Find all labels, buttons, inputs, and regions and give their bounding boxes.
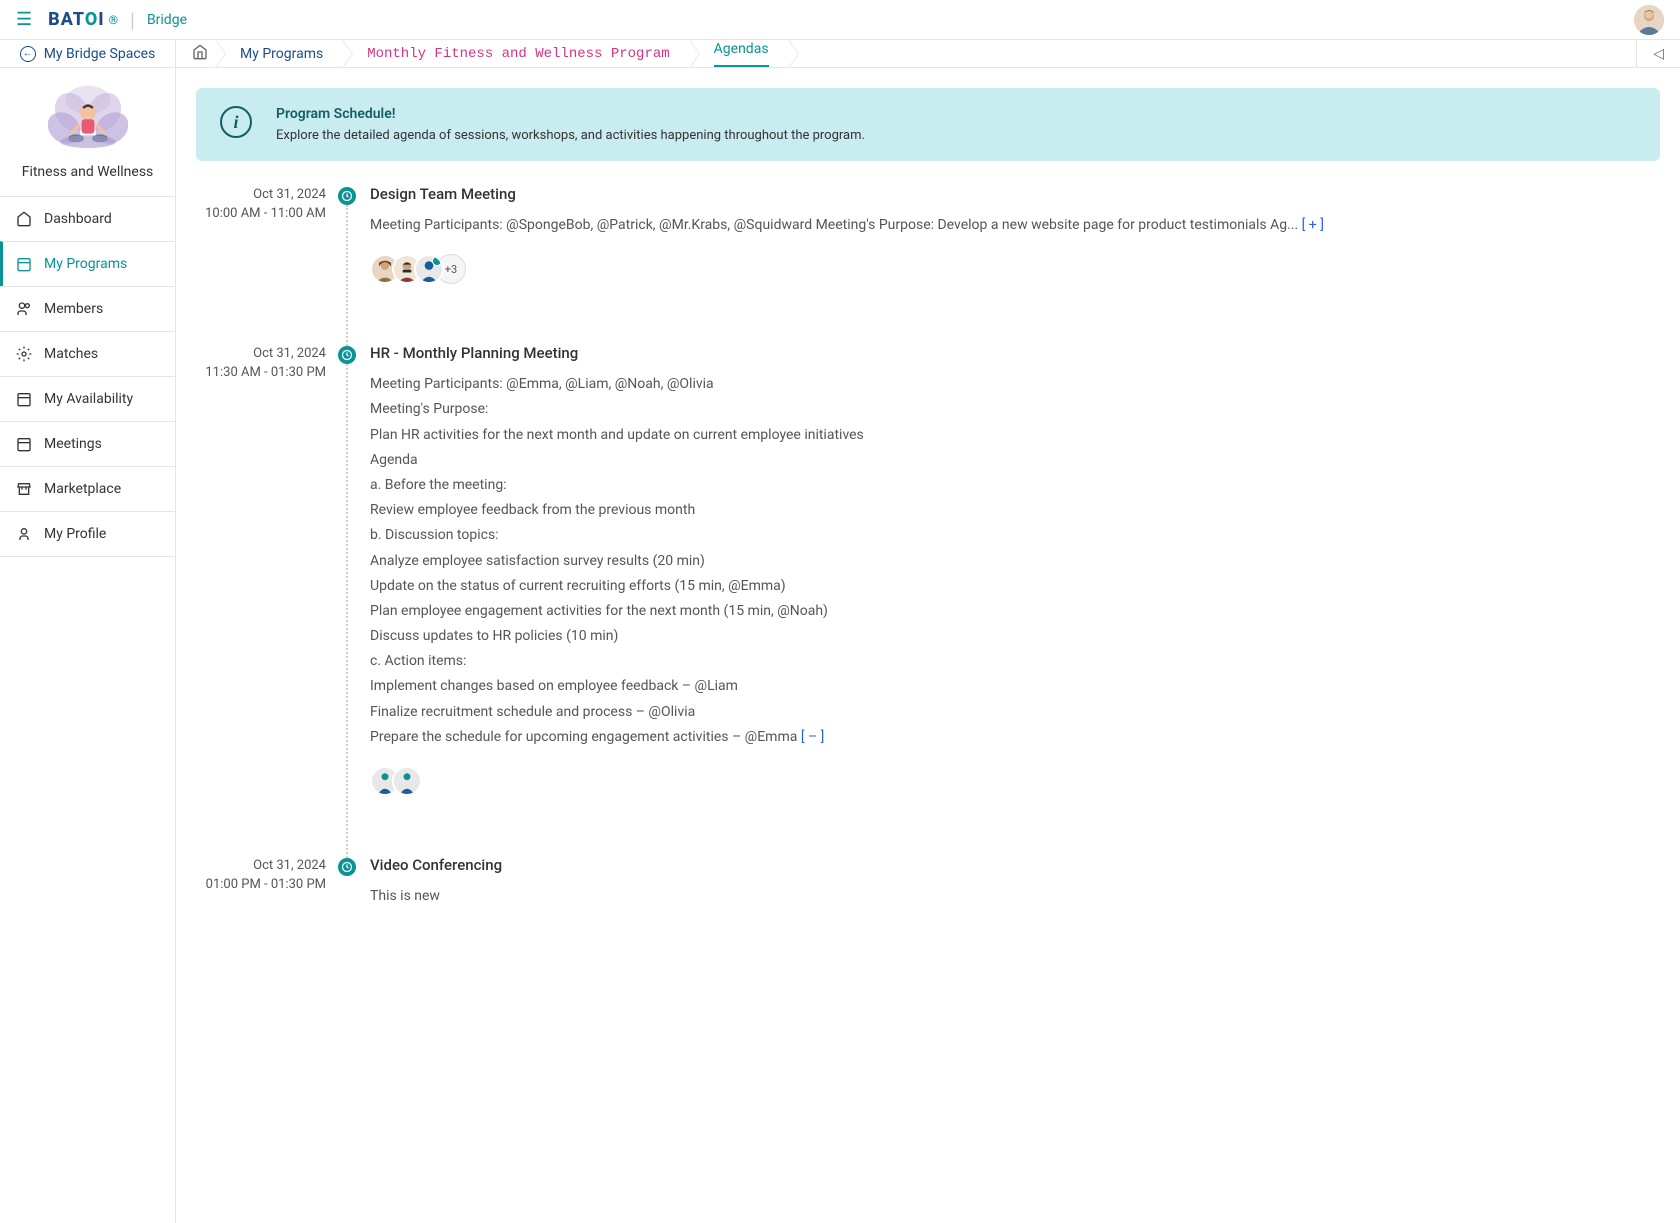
breadcrumb-program[interactable]: Monthly Fitness and Wellness Program <box>343 40 689 68</box>
nav-label: My Programs <box>44 256 127 272</box>
breadcrumb-tail <box>789 40 833 68</box>
calendar-icon <box>16 436 32 452</box>
breadcrumb-my-programs[interactable]: My Programs <box>216 40 343 68</box>
nav-my-profile[interactable]: My Profile <box>0 511 175 557</box>
calendar-icon <box>16 391 32 407</box>
nav-my-availability[interactable]: My Availability <box>0 376 175 421</box>
sidebar-header: Fitness and Wellness <box>0 68 175 196</box>
my-bridge-spaces-label: My Bridge Spaces <box>44 46 156 62</box>
breadcrumb-agendas[interactable]: Agendas <box>690 40 789 68</box>
agenda-description: Meeting Participants: @SpongeBob, @Patri… <box>370 213 1660 238</box>
gear-icon <box>16 346 32 362</box>
agenda-title: Design Team Meeting <box>370 185 1660 203</box>
nav-label: Matches <box>44 346 98 362</box>
nav-label: My Availability <box>44 391 133 407</box>
clock-marker-icon <box>338 858 356 876</box>
home-icon[interactable] <box>192 44 208 64</box>
expand-link[interactable]: [ + ] <box>1302 217 1324 233</box>
breadcrumb-bar: ← My Bridge Spaces My Programs Monthly F… <box>0 40 1680 68</box>
nav-label: Meetings <box>44 436 102 452</box>
collapse-link[interactable]: [ – ] <box>801 729 825 745</box>
nav-meetings[interactable]: Meetings <box>0 421 175 466</box>
space-name: Fitness and Wellness <box>16 164 159 180</box>
nav-label: Dashboard <box>44 211 112 227</box>
clock-marker-icon <box>338 187 356 205</box>
store-icon <box>16 481 32 497</box>
info-banner: i Program Schedule! Explore the detailed… <box>196 88 1660 161</box>
agenda-time: Oct 31, 2024 01:00 PM - 01:30 PM <box>196 856 326 892</box>
back-arrow-icon: ← <box>20 46 36 62</box>
agenda-date: Oct 31, 2024 <box>196 858 326 873</box>
nav-list: Dashboard My Programs Members Matches My… <box>0 196 175 557</box>
nav-label: Marketplace <box>44 481 121 497</box>
my-bridge-spaces-link[interactable]: ← My Bridge Spaces <box>0 40 176 67</box>
top-header: ☰ BATOI ® | Bridge <box>0 0 1680 40</box>
nav-dashboard[interactable]: Dashboard <box>0 196 175 241</box>
avatar[interactable] <box>392 766 422 796</box>
user-avatar[interactable] <box>1634 5 1664 35</box>
nav-label: Members <box>44 301 103 317</box>
user-icon <box>16 526 32 542</box>
banner-text: Explore the detailed agenda of sessions,… <box>276 128 865 143</box>
timeline: Oct 31, 2024 10:00 AM - 11:00 AM Design … <box>196 185 1660 936</box>
calendar-icon <box>16 256 32 272</box>
agenda-item: Oct 31, 2024 01:00 PM - 01:30 PM Video C… <box>346 856 1660 936</box>
nav-members[interactable]: Members <box>0 286 175 331</box>
agenda-hours: 11:30 AM - 01:30 PM <box>196 365 326 380</box>
main-content: i Program Schedule! Explore the detailed… <box>176 68 1680 1223</box>
sidebar: Fitness and Wellness Dashboard My Progra… <box>0 68 176 1223</box>
logo-text: BATOI <box>48 9 104 30</box>
bridge-label[interactable]: Bridge <box>147 12 187 28</box>
agenda-date: Oct 31, 2024 <box>196 187 326 202</box>
agenda-time: Oct 31, 2024 11:30 AM - 01:30 PM <box>196 344 326 380</box>
agenda-title: HR - Monthly Planning Meeting <box>370 344 1660 362</box>
participant-avatars <box>370 766 1660 796</box>
agenda-item: Oct 31, 2024 11:30 AM - 01:30 PM HR - Mo… <box>346 344 1660 856</box>
registered-icon: ® <box>109 13 118 27</box>
home-icon <box>16 211 32 227</box>
hamburger-menu-icon[interactable]: ☰ <box>16 9 32 30</box>
users-icon <box>16 301 32 317</box>
meditation-icon <box>48 84 128 154</box>
timeline-line <box>346 205 348 346</box>
agenda-hours: 10:00 AM - 11:00 AM <box>196 206 326 221</box>
nav-matches[interactable]: Matches <box>0 331 175 376</box>
nav-my-programs[interactable]: My Programs <box>0 241 175 286</box>
agenda-item: Oct 31, 2024 10:00 AM - 11:00 AM Design … <box>346 185 1660 344</box>
participant-avatars: +3 <box>370 254 1660 284</box>
timeline-line <box>346 364 348 858</box>
info-icon: i <box>220 106 252 138</box>
agenda-hours: 01:00 PM - 01:30 PM <box>196 877 326 892</box>
agenda-title: Video Conferencing <box>370 856 1660 874</box>
logo[interactable]: BATOI ® <box>48 9 118 30</box>
agenda-date: Oct 31, 2024 <box>196 346 326 361</box>
nav-marketplace[interactable]: Marketplace <box>0 466 175 511</box>
avatar[interactable] <box>414 254 444 284</box>
logo-divider: | <box>130 8 135 32</box>
banner-title: Program Schedule! <box>276 106 865 122</box>
agenda-description: Meeting Participants: @Emma, @Liam, @Noa… <box>370 372 1660 750</box>
agenda-description: This is new <box>370 884 1660 909</box>
collapse-icon[interactable]: ◁ <box>1636 40 1680 68</box>
nav-label: My Profile <box>44 526 106 542</box>
agenda-time: Oct 31, 2024 10:00 AM - 11:00 AM <box>196 185 326 221</box>
